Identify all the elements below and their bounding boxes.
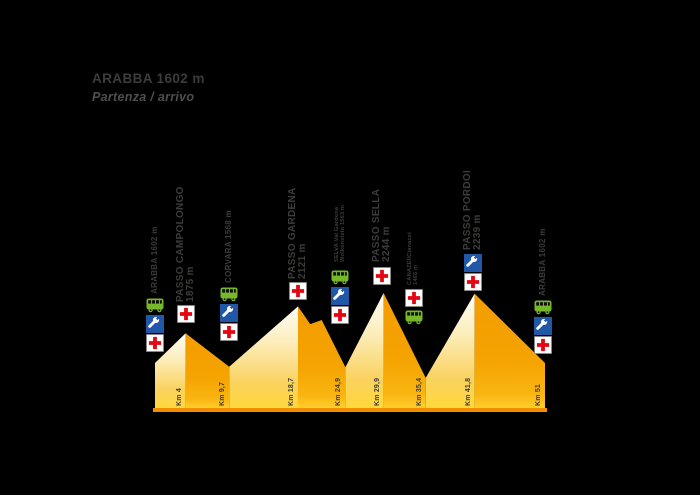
wrench-icon [534,317,552,335]
cross-icon [289,282,307,300]
waypoint-label: ARABBA 1602 m [149,226,160,294]
bus-icon [405,308,423,326]
waypoint-label: PASSO CAMPOLONGO 1875 m [175,186,196,302]
cross-icon [372,267,391,285]
bus-icon [534,298,552,316]
page-subtitle: Partenza / arrivo [92,90,195,104]
bus-icon [146,296,164,314]
cross-icon [404,289,423,307]
waypoint-label: PASSO GARDENA 2121 m [287,187,308,279]
km-tick-label: Km 4 [175,388,183,406]
km-tick-label: Km 35,4 [415,377,423,406]
cross-icon [331,306,350,324]
descent-face [383,293,426,408]
ascent-face [155,333,186,408]
km-tick-label: Km 29,9 [373,377,381,406]
profile-segments [155,293,545,408]
km-tick-label: Km 24,9 [335,377,343,406]
km-tick-label: Km 18,7 [288,377,295,406]
waypoint-label-line: 1465 m [413,264,420,285]
ascent-face [425,293,475,408]
waypoint-label: SELVA Val Gardena Wolkenstein 1563 m [334,205,347,262]
wrench-icon [331,287,350,305]
waypoint-label: PASSO SELLA 2244 m [371,189,392,262]
waypoint-label-line: CORVARA 1568 m [223,210,233,283]
cross-icon [220,323,239,341]
cross-icon [534,336,552,354]
ascent-face [345,293,384,408]
title-block: ARABBA 1602 m Partenza / arrivo [92,71,205,104]
waypoint-label: CORVARA 1568 m [223,210,234,283]
page-title: ARABBA 1602 m [92,71,205,86]
waypoint-label-line: ARABBA 1602 m [537,228,547,296]
bus-icon [331,268,349,286]
bus-icon [220,285,238,303]
ascent-face [229,306,298,408]
km-tick-label: Km 41,8 [464,377,472,406]
descent-face [185,333,230,408]
wrench-icon [463,254,482,272]
waypoint-label: CANAZEI/Cianacei 1465 m [407,232,420,285]
waypoint-label-line: 1875 m [184,266,196,302]
cross-icon [176,305,195,323]
waypoint-label-line: Wolkenstein 1563 m [340,204,347,262]
cross-icon [146,334,164,352]
waypoint-label: ARABBA 1602 m [537,228,548,296]
km-tick-label: Km 51 [535,383,542,406]
wrench-icon [146,315,164,333]
waypoint-label-line: 2121 m [297,243,308,279]
descent-face [298,306,346,408]
cross-icon [463,273,482,291]
waypoint-label-line: ARABBA 1602 m [149,226,159,294]
wrench-icon [220,304,239,322]
waypoint-label: PASSO PORDOI 2239 m [462,170,483,250]
km-tick-label: Km 9,7 [219,381,227,406]
baseline-bar [153,408,547,412]
waypoint-label-line: 2244 m [380,226,392,262]
waypoint-label-line: 2239 m [471,214,483,250]
descent-face [474,293,545,408]
